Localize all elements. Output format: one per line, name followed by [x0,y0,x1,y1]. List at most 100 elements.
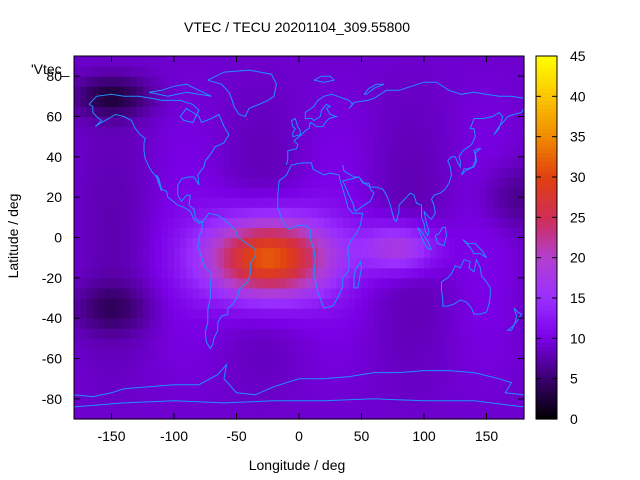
heatmap-cell [242,86,250,97]
heatmap-cell [380,237,388,249]
heatmap-cell [299,156,306,168]
coast-south-america [197,212,256,350]
heatmap-cell [461,96,469,108]
heatmap-cell [286,227,294,239]
heatmap-cell [411,76,419,87]
heatmap-cell [161,66,169,77]
heatmap-cell [355,56,363,67]
heatmap-cell [355,227,363,239]
heatmap-cell [80,56,88,67]
heatmap-cell [280,338,288,350]
heatmap-cell [442,398,450,410]
heatmap-cell [511,328,519,339]
heatmap-cell [361,358,369,370]
heatmap-cell [299,56,306,67]
heatmap-cell [242,338,250,350]
heatmap-cell [399,177,406,188]
heatmap-cell [86,227,94,239]
heatmap-cell [311,156,319,168]
heatmap-cell [480,136,488,148]
heatmap-cell [305,156,313,168]
heatmap-cell [230,398,238,410]
heatmap-cell [117,227,125,239]
heatmap-cell [355,308,363,319]
heatmap-cell [430,187,438,198]
heatmap-cell [355,378,363,390]
heatmap-cell [424,217,431,229]
x-axis-label: Longitude / deg [249,457,346,473]
heatmap-cell [261,146,269,158]
heatmap-cell [292,146,300,158]
colorbar-cell [536,136,557,142]
heatmap-cell [411,287,419,299]
heatmap-cell [449,187,456,198]
heatmap-cell [367,197,375,208]
heatmap-cell [74,328,81,339]
heatmap-cell [392,328,400,339]
heatmap-cell [499,187,506,198]
heatmap-cell [442,156,450,168]
heatmap-cell [505,187,513,198]
heatmap-cell [286,126,294,138]
heatmap-cell [255,388,263,400]
heatmap-cell [492,146,500,158]
heatmap-cell [280,247,288,259]
heatmap-cell [174,277,181,289]
heatmap-cell [205,388,213,400]
heatmap-cell [317,368,325,380]
heatmap-cell [192,358,200,370]
heatmap-cell [92,287,100,299]
heatmap-cell [342,277,350,289]
heatmap-cell [280,76,288,87]
heatmap-cell [511,197,519,208]
heatmap-cell [155,237,163,249]
heatmap-cell [99,358,106,370]
heatmap-cell [92,308,100,319]
heatmap-cell [499,116,506,128]
heatmap-cell [80,66,88,77]
heatmap-cell [274,348,281,360]
coast-novaya-zemlya [363,83,385,95]
heatmap-cell [261,358,269,370]
heatmap-cell [255,106,263,118]
heatmap-cell [511,298,519,309]
heatmap-cell [286,287,294,299]
heatmap-cell [286,76,294,87]
heatmap-cell [392,388,400,400]
heatmap-cell [199,96,206,108]
heatmap-cell [117,76,125,87]
heatmap-cell [442,257,450,269]
heatmap-cell [486,177,494,188]
heatmap-cell [267,237,275,249]
heatmap-cell [461,378,469,390]
heatmap-cell [336,358,344,370]
heatmap-cell [461,217,469,229]
heatmap-cell [299,308,306,319]
heatmap-cell [486,197,494,208]
heatmap-cell [511,156,519,168]
heatmap-cell [167,408,175,420]
heatmap-cell [136,308,144,319]
heatmap-cell [311,96,319,108]
heatmap-cell [280,318,288,329]
colorbar-cell [536,108,557,114]
heatmap-cell [411,227,419,239]
heatmap-cell [174,348,181,360]
heatmap-cell [342,96,350,108]
heatmap-cell [211,146,219,158]
heatmap-cell [199,328,206,339]
heatmap-cell [467,136,475,148]
heatmap-cell [236,277,244,289]
heatmap-cell [186,237,194,249]
heatmap-cell [242,318,250,329]
heatmap-cell [449,96,456,108]
heatmap-cell [261,76,269,87]
heatmap-cell [486,408,494,420]
heatmap-cell [267,358,275,370]
heatmap-cell [317,136,325,148]
heatmap-cell [386,56,394,67]
heatmap-cell [186,146,194,158]
heatmap-cell [111,358,119,370]
heatmap-cell [330,408,338,420]
